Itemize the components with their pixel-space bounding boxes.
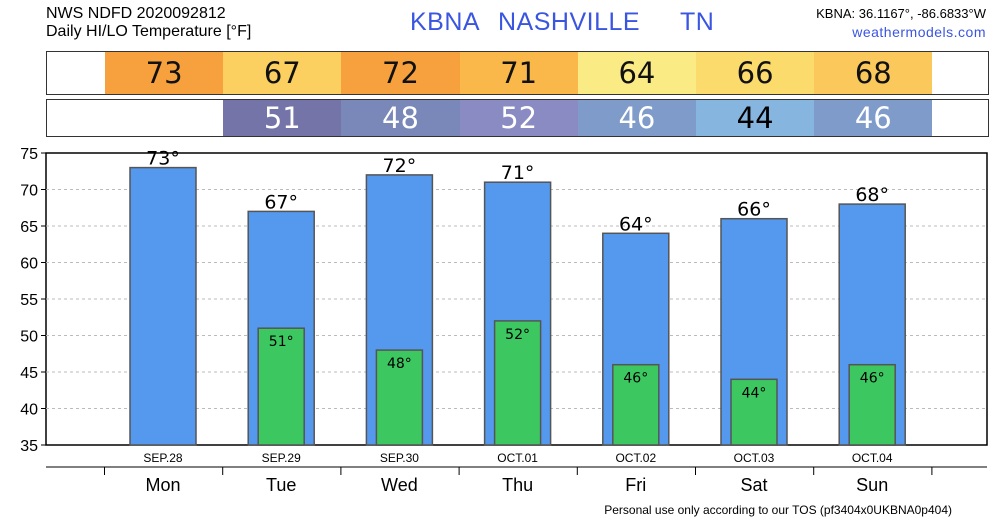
y-tick-label: 50	[20, 329, 38, 346]
low-bar	[257, 327, 305, 446]
y-tick-label: 65	[20, 219, 38, 236]
high-temp-cell: 68	[814, 52, 933, 94]
low-value-label: 52°	[505, 327, 530, 343]
low-temp-cell: 48	[341, 100, 460, 136]
high-temp-cell: 67	[223, 52, 342, 94]
high-value-label: 64°	[619, 213, 653, 235]
date-label: OCT.02	[615, 451, 656, 465]
date-label: SEP.28	[143, 451, 182, 465]
product-subtitle: Daily HI/LO Temperature [°F]	[46, 23, 252, 40]
y-tick-label: 45	[20, 365, 38, 382]
y-tick-label: 70	[20, 183, 38, 200]
low-temp-strip: 51 48 52 46 44 46	[46, 99, 989, 137]
low-bar	[848, 363, 896, 446]
date-label: OCT.04	[852, 451, 893, 465]
low-temp-cell: 52	[459, 100, 578, 136]
high-temp-cell: 72	[341, 52, 460, 94]
y-tick-label: 40	[20, 402, 38, 419]
terms-notice: Personal use only according to our TOS (…	[604, 503, 952, 517]
y-tick-label: 55	[20, 292, 38, 309]
low-temp-cell: 46	[814, 100, 933, 136]
high-value-label: 67°	[264, 191, 298, 213]
low-value-label: 51°	[269, 334, 294, 350]
day-label: Fri	[625, 475, 646, 495]
y-tick-label: 35	[20, 438, 38, 455]
website-link[interactable]: weathermodels.com	[852, 24, 986, 40]
station-city: NASHVILLE	[498, 8, 641, 36]
low-value-label: 48°	[387, 356, 412, 372]
day-label: Tue	[266, 475, 296, 495]
high-temp-cell: 71	[459, 52, 578, 94]
day-label: Thu	[502, 475, 533, 495]
y-tick-label: 75	[20, 146, 38, 163]
high-temp-strip: 73 67 72 71 64 66 68	[46, 51, 989, 95]
high-bar	[129, 166, 197, 446]
low-bar	[375, 349, 424, 446]
low-bar	[730, 378, 778, 446]
date-label: SEP.30	[380, 451, 419, 465]
date-label: OCT.03	[734, 451, 775, 465]
high-temp-cell: 73	[105, 52, 224, 94]
high-value-label: 71°	[501, 162, 535, 184]
low-temp-cell: 46	[577, 100, 696, 136]
low-temp-cell: 44	[696, 100, 815, 136]
high-value-label: 66°	[737, 199, 771, 221]
high-value-label: 73°	[146, 148, 180, 170]
low-bar	[493, 320, 542, 446]
day-label: Wed	[381, 475, 418, 495]
day-label: Sat	[740, 475, 767, 495]
low-value-label: 46°	[623, 371, 648, 387]
low-value-label: 44°	[742, 385, 767, 401]
high-value-label: 68°	[855, 184, 889, 206]
date-label: SEP.29	[262, 451, 301, 465]
high-temp-cell: 66	[696, 52, 815, 94]
y-tick-label: 60	[20, 256, 38, 273]
high-value-label: 72°	[383, 155, 417, 177]
product-title: NWS NDFD 2020092812	[46, 5, 226, 22]
station-coords: KBNA: 36.1167°, -86.6833°W	[816, 6, 986, 21]
low-value-label: 46°	[860, 371, 885, 387]
day-label: Sun	[856, 475, 888, 495]
low-temp-cell: 51	[223, 100, 342, 136]
station-id: KBNA	[410, 8, 481, 36]
low-bar	[612, 363, 660, 446]
station-state: TN	[680, 8, 715, 36]
day-label: Mon	[145, 475, 180, 495]
date-label: OCT.01	[497, 451, 538, 465]
high-temp-cell: 64	[577, 52, 696, 94]
